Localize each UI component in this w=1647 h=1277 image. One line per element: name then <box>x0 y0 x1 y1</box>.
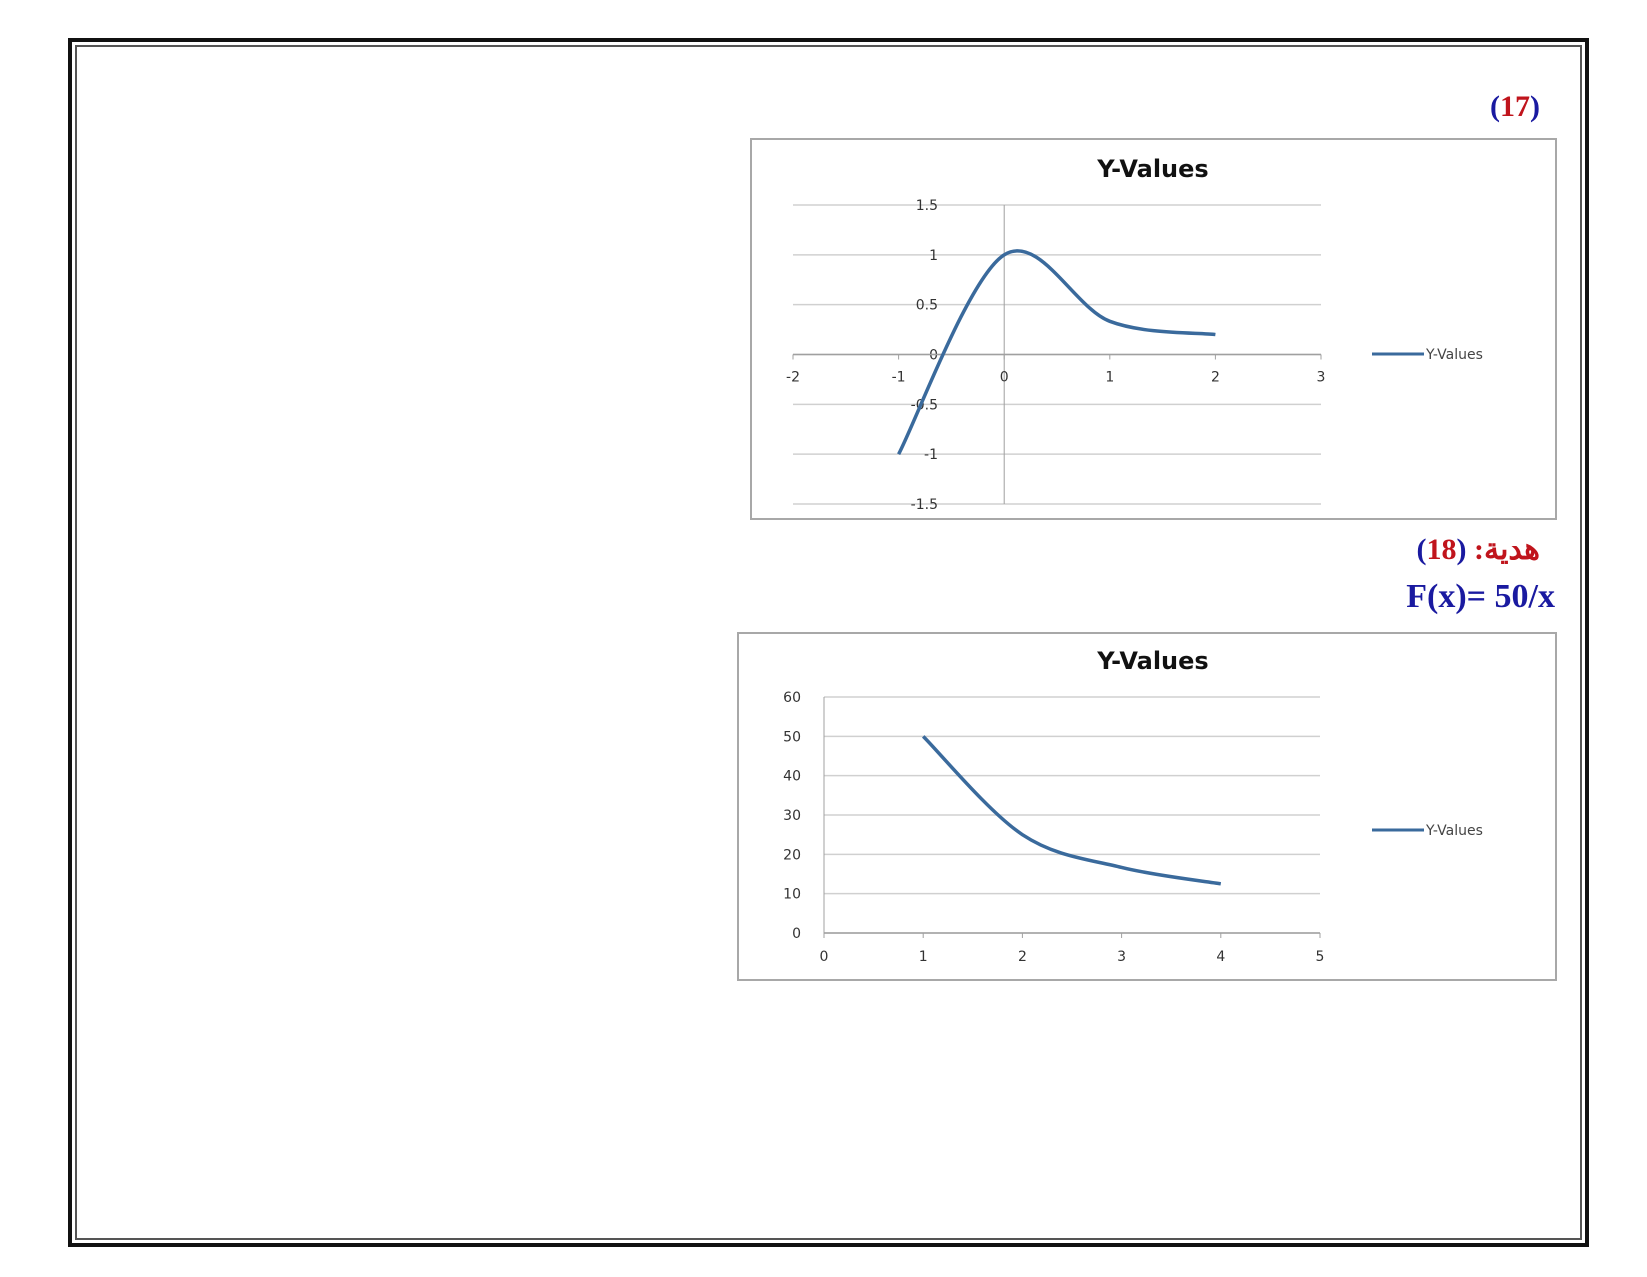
question-number: 18 <box>1426 533 1457 566</box>
y-tick-label: 30 <box>783 808 801 824</box>
y-tick-label: 50 <box>783 729 801 745</box>
paren-close: ) <box>1530 90 1540 123</box>
question-number: 17 <box>1500 90 1530 123</box>
formula: F(x)= 50/x <box>1406 578 1555 615</box>
y-tick-label: 0 <box>792 926 801 942</box>
series-line-y-values <box>921 735 1222 886</box>
x-tick-label: 2 <box>1211 370 1220 386</box>
x-tick-label: 2 <box>1018 949 1027 965</box>
y-tick-label: 40 <box>783 769 801 785</box>
x-tick-label: 0 <box>820 949 829 965</box>
y-tick-label: 1.5 <box>916 198 938 214</box>
x-tick-label: 4 <box>1216 949 1225 965</box>
chart-2: Y-Values 0 10 20 30 40 50 60 0 1 2 3 4 5 Y-Values <box>737 632 1557 981</box>
y-tick-label: -1 <box>924 447 938 463</box>
paren-open: ( <box>1490 90 1500 123</box>
chart-title: Y-Values <box>1096 647 1208 675</box>
question-17-number: (17) <box>1490 90 1540 124</box>
x-tick-label: 1 <box>1105 370 1114 386</box>
chart-1: Y-Values -1.5 -1 -0.5 0 0.5 1 1.5 -2 -1 0 1 2 3 Y-Valu… <box>750 138 1557 520</box>
y-tick-label: 60 <box>783 690 801 706</box>
paren-open: ( <box>1456 533 1467 566</box>
question-18-heading: هدية: (18) <box>1417 532 1541 567</box>
y-tick-label: 1 <box>929 248 938 264</box>
x-tick-label: -2 <box>786 370 800 386</box>
x-tick-label: 1 <box>919 949 928 965</box>
x-tick-label: 3 <box>1117 949 1126 965</box>
x-tick-label: 5 <box>1316 949 1325 965</box>
chart-title: Y-Values <box>1096 155 1208 183</box>
chart-1-svg: Y-Values-1.5-1-0.500.511.5-2 -1 0 1 2 3Y-Valu… <box>786 155 1483 513</box>
y-tick-label: 0.5 <box>916 298 938 314</box>
chart-2-svg: Y-Values 0 10 20 30 40 50 60 0 1 2 3 4 5 Y-Values <box>783 647 1483 965</box>
x-tick-label: 0 <box>1000 370 1009 386</box>
series-line-y-values <box>897 249 1216 455</box>
x-tick-label: 3 <box>1317 370 1326 386</box>
y-tick-label: 20 <box>783 847 801 863</box>
hint-word: هدية: <box>1474 533 1540 566</box>
y-tick-label: 10 <box>783 887 801 903</box>
page-border <box>68 38 1589 1247</box>
y-tick-label: -1.5 <box>911 497 938 513</box>
y-tick-label: 0 <box>929 348 938 364</box>
legend-label: Y-Values <box>1425 823 1483 839</box>
legend-label: Y-Values <box>1425 347 1483 363</box>
x-tick-label: -1 <box>892 370 906 386</box>
paren-close: ) <box>1416 533 1427 566</box>
